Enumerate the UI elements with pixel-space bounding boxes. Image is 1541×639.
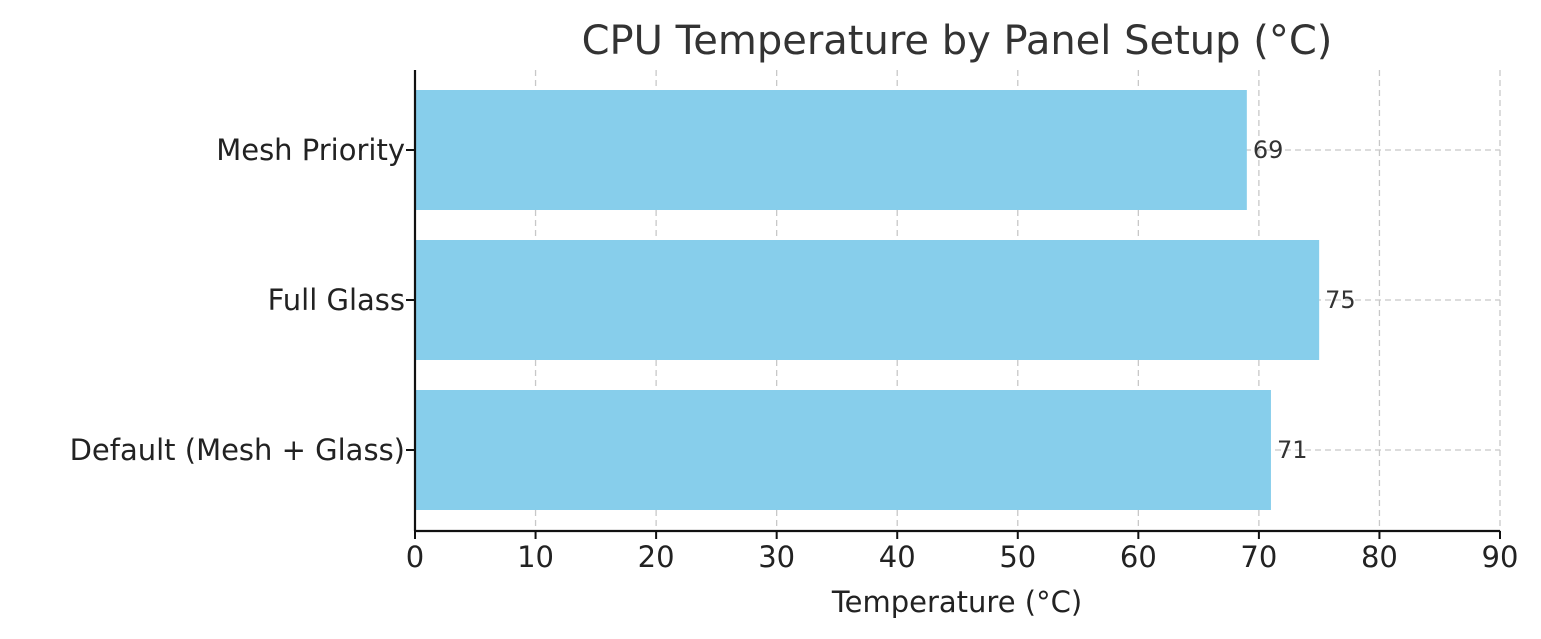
y-tick-label: Default (Mesh + Glass) xyxy=(70,433,405,467)
bar-value-label: 75 xyxy=(1325,286,1356,314)
data-labels: 71 75 69 xyxy=(1253,136,1356,464)
x-axis-label: Temperature (°C) xyxy=(831,585,1082,619)
chart-title: CPU Temperature by Panel Setup (°C) xyxy=(582,18,1333,64)
x-tick-label: 50 xyxy=(999,540,1036,574)
x-ticks: 0 10 20 30 40 50 60 70 80 90 xyxy=(406,531,1519,574)
x-tick-label: 40 xyxy=(879,540,916,574)
y-tick-label: Mesh Priority xyxy=(216,133,405,167)
x-tick-label: 30 xyxy=(758,540,795,574)
x-tick-label: 80 xyxy=(1361,540,1398,574)
x-tick-label: 70 xyxy=(1240,540,1277,574)
x-tick-label: 90 xyxy=(1482,540,1519,574)
x-tick-label: 10 xyxy=(517,540,554,574)
bar xyxy=(415,240,1320,360)
y-tick-label: Full Glass xyxy=(268,283,405,317)
bars xyxy=(415,90,1320,510)
x-tick-label: 0 xyxy=(406,540,424,574)
x-tick-label: 60 xyxy=(1120,540,1157,574)
y-ticks: Default (Mesh + Glass) Full Glass Mesh Pri… xyxy=(70,133,415,467)
bar xyxy=(415,390,1271,510)
bar-value-label: 71 xyxy=(1277,436,1308,464)
bar xyxy=(415,90,1247,210)
bar-value-label: 69 xyxy=(1253,136,1284,164)
x-tick-label: 20 xyxy=(638,540,675,574)
